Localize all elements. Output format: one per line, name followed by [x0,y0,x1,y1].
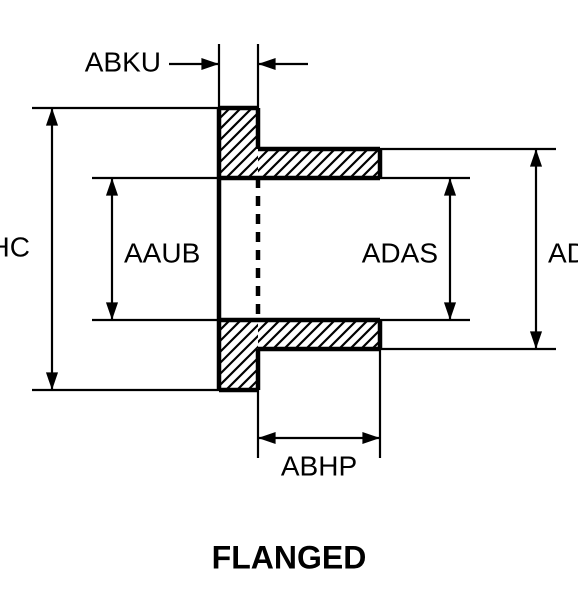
label-aaub: AAUB [124,237,200,268]
label-abku: ABKU [85,46,161,77]
label-abhp: ABHP [281,450,357,481]
label-adar: ADAR [548,237,578,268]
label-byhc: BYHC [0,231,30,262]
label-adas: ADAS [362,237,438,268]
diagram-title: FLANGED [212,539,367,575]
